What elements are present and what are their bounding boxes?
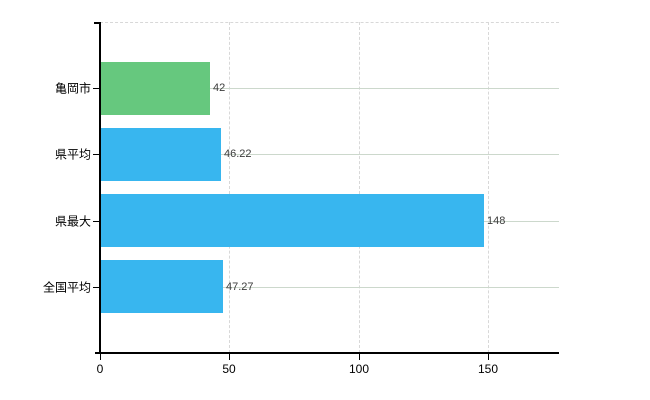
category-tick-2 [93, 221, 100, 222]
plot-top-border [100, 22, 559, 23]
value-label-2: 148 [487, 215, 506, 227]
y-axis-top-tick [94, 22, 100, 24]
category-label-1: 県平均 [54, 147, 91, 162]
row-gridline-1 [100, 154, 559, 155]
bar-3 [101, 260, 223, 313]
x-tick-0 [100, 354, 101, 360]
x-tick-label-2: 100 [348, 362, 370, 376]
value-label-1: 46.22 [224, 148, 252, 160]
row-gridline-3 [100, 287, 559, 288]
x-tick-label-1: 50 [222, 362, 236, 376]
category-label-3: 全国平均 [42, 280, 91, 295]
bar-1 [101, 128, 221, 181]
row-gridline-0 [100, 88, 559, 89]
x-tick-1 [229, 354, 230, 360]
value-label-3: 47.27 [226, 281, 254, 293]
vertical-gridline-150 [487, 22, 489, 353]
category-tick-1 [93, 154, 100, 155]
category-tick-0 [93, 88, 100, 89]
x-tick-label-3: 150 [477, 362, 499, 376]
bar-2 [101, 194, 484, 247]
category-label-2: 県最大 [54, 214, 91, 229]
y-axis-line [99, 22, 101, 353]
x-tick-2 [359, 354, 360, 360]
bar-0 [101, 62, 210, 115]
category-label-0: 亀岡市 [54, 81, 91, 96]
value-label-0: 42 [213, 82, 226, 94]
vertical-gridline-100 [358, 22, 360, 353]
x-tick-label-0: 0 [96, 362, 104, 376]
x-tick-3 [488, 354, 489, 360]
category-tick-3 [93, 287, 100, 288]
x-axis-line [95, 352, 559, 354]
vertical-gridline-50 [229, 22, 231, 353]
